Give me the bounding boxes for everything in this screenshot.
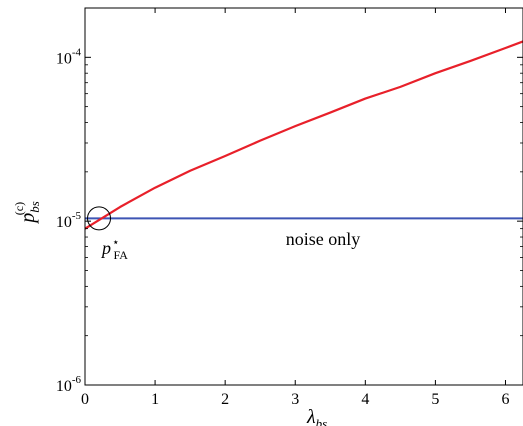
y-tick-label: 10-4 xyxy=(56,46,82,67)
pfa-star: ⋆ xyxy=(112,235,120,249)
series-line-red xyxy=(84,40,523,230)
pfa-symbol: p xyxy=(100,238,111,258)
plot-area xyxy=(85,8,523,385)
pfa-subscript: FA xyxy=(114,248,129,262)
pfa-marker-circle xyxy=(87,206,112,231)
x-tick-label: 4 xyxy=(361,391,369,408)
svg-text:pbs(c): pbs(c) xyxy=(12,201,42,225)
x-tick-label: 1 xyxy=(151,391,159,408)
x-tick-label: 2 xyxy=(221,391,229,408)
y-axis-label: pbs(c) xyxy=(12,201,42,225)
pfa-annotation: p⋆ FA xyxy=(100,235,128,262)
x-axis-label: λbs xyxy=(306,406,327,426)
y-tick-label: 10-6 xyxy=(56,374,82,395)
x-tick-label: 6 xyxy=(501,391,509,408)
noise-only-annotation: noise only xyxy=(286,229,361,249)
y-tick-label: 10-5 xyxy=(56,210,82,231)
plot-frame xyxy=(84,7,523,386)
x-tick-label: 0 xyxy=(81,391,89,408)
x-tick-label: 3 xyxy=(291,391,299,408)
series-layer xyxy=(84,40,523,230)
x-tick-label: 5 xyxy=(431,391,439,408)
